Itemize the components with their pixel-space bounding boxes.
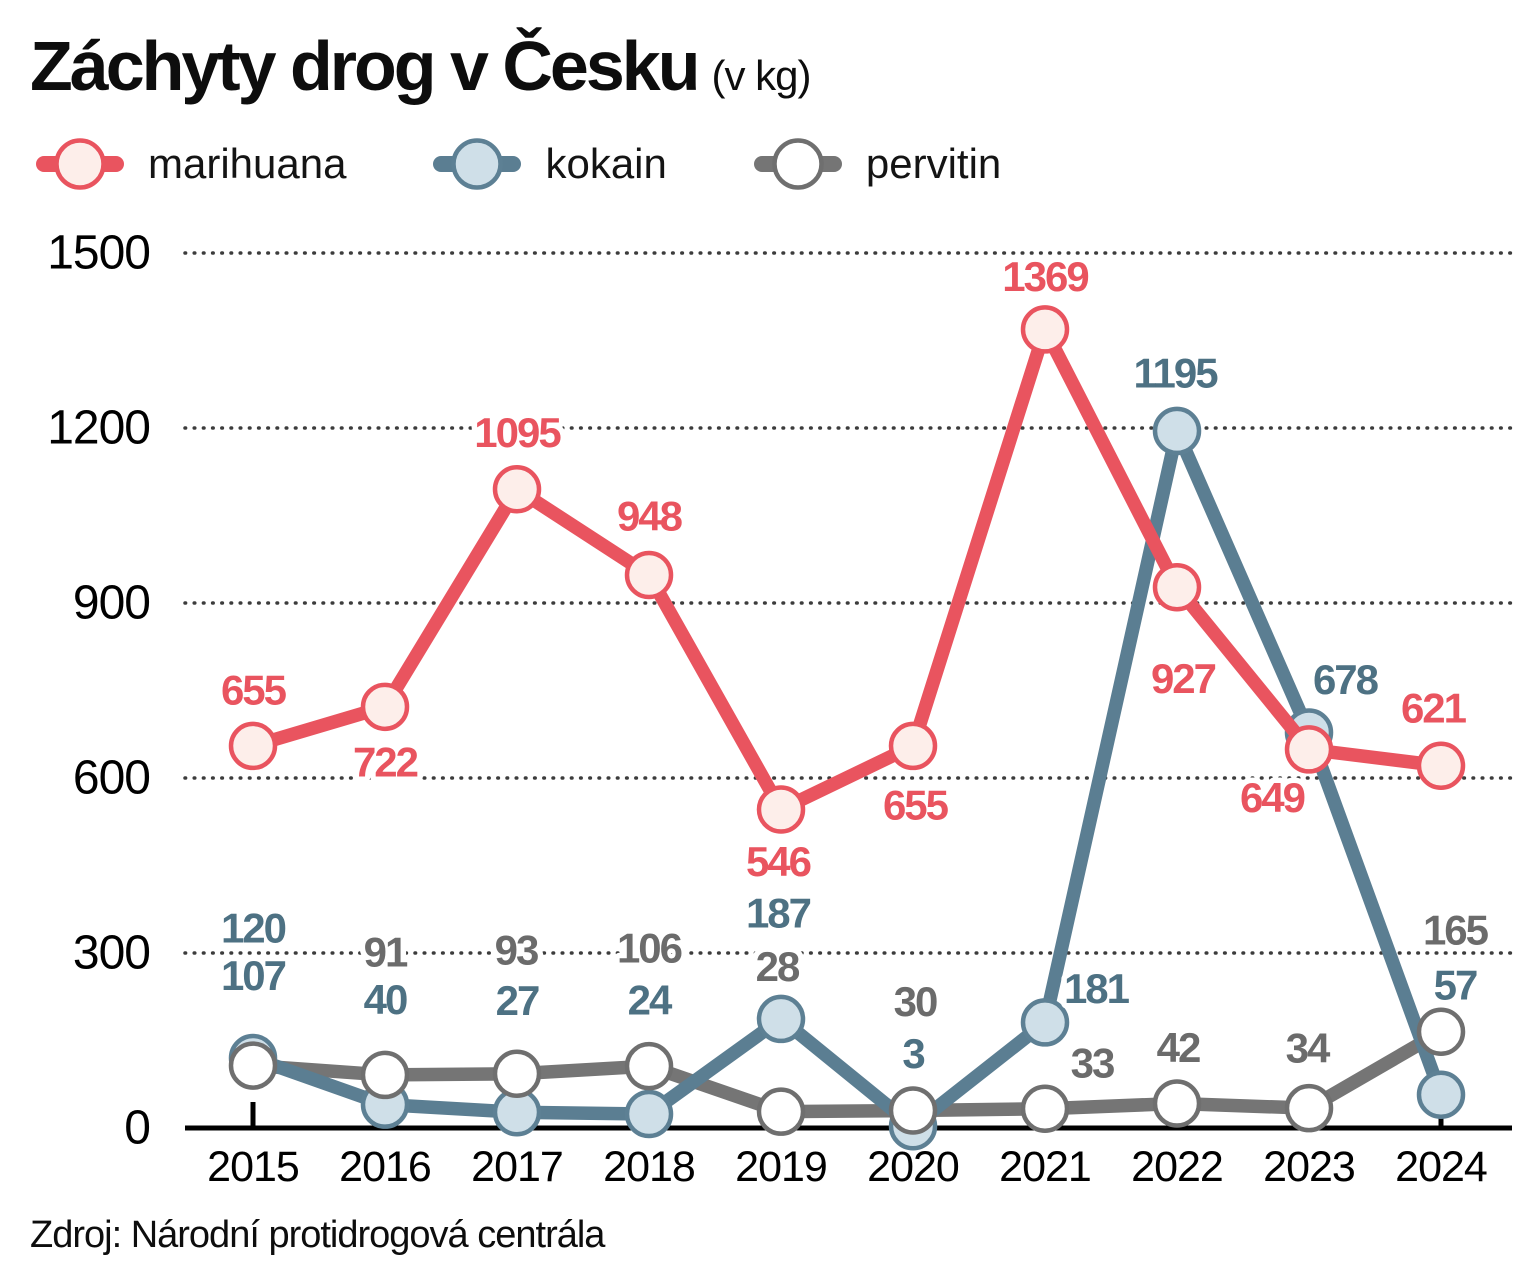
- data-label-marihuana-2016: 722: [353, 738, 418, 785]
- x-tick-label-2024: 2024: [1395, 1143, 1487, 1191]
- kokain-marker-2018: [624, 1089, 674, 1139]
- x-tick-label-2016: 2016: [339, 1143, 431, 1191]
- x-tick-label-2022: 2022: [1131, 1143, 1223, 1191]
- marihuana-marker-2022: [1152, 563, 1202, 612]
- marihuana-legend-circle: [54, 138, 106, 190]
- pervitin-marker-2021: [1020, 1084, 1070, 1133]
- y-tick-label-300: 300: [73, 927, 150, 980]
- data-label-marihuana-2017: 1095: [474, 409, 561, 456]
- legend-item-pervitin: pervitin: [751, 132, 1001, 196]
- x-tick-label-2017: 2017: [471, 1143, 563, 1191]
- data-label-pervitin-2022: 42: [1157, 1024, 1200, 1071]
- data-label-pervitin-2023: 34: [1286, 1025, 1331, 1072]
- x-tick-label-2020: 2020: [867, 1143, 959, 1191]
- data-label-marihuana-2021: 1369: [1002, 253, 1088, 300]
- chart-units: (v kg): [711, 52, 811, 99]
- marihuana-marker-2016: [360, 682, 410, 732]
- y-tick-label-0: 0: [124, 1102, 150, 1155]
- pervitin-marker-2020: [888, 1086, 938, 1135]
- legend-label-marihuana: marihuana: [148, 140, 347, 187]
- x-tick-label-2015: 2015: [207, 1143, 299, 1191]
- data-label-marihuana-2023: 649: [1240, 774, 1305, 821]
- y-tick-label-900: 900: [73, 577, 150, 630]
- y-tick-label-600: 600: [73, 752, 150, 805]
- data-label-kokain-2024: 57: [1434, 961, 1477, 1008]
- pervitin-marker-2019: [756, 1087, 806, 1136]
- data-label-kokain-2020: 3: [902, 1030, 924, 1077]
- data-label-pervitin-2015: 107: [221, 952, 286, 999]
- header: Záchyty drog v Česku (v kg): [30, 26, 811, 106]
- pervitin-legend-circle: [772, 138, 824, 190]
- kokain-line: [250, 424, 1448, 1133]
- pervitin-marker-2016: [360, 1050, 410, 1100]
- chart-title: Záchyty drog v Česku: [30, 27, 700, 105]
- data-label-kokain-2017: 27: [496, 977, 539, 1024]
- kokain-marker-2022: [1152, 406, 1202, 456]
- pervitin-marker-2023: [1284, 1083, 1334, 1133]
- data-label-pervitin-2024: 165: [1423, 906, 1489, 953]
- legend-item-kokain: kokain: [430, 132, 667, 196]
- kokain-legend-circle: [451, 138, 504, 190]
- y-tick-label-1500: 1500: [47, 227, 150, 280]
- marihuana-marker-2017: [492, 465, 542, 514]
- marihuana-marker-2019: [756, 785, 806, 834]
- data-label-pervitin-2020: 30: [894, 978, 937, 1025]
- marihuana-line: [251, 322, 1442, 817]
- data-label-pervitin-2018: 106: [617, 925, 682, 972]
- y-tick-label-1200: 1200: [47, 402, 150, 455]
- marihuana-marker-2024: [1416, 741, 1466, 790]
- data-label-marihuana-2022: 927: [1151, 655, 1216, 702]
- data-label-marihuana-2019: 546: [746, 838, 811, 885]
- marihuana-marker-2023: [1284, 725, 1334, 774]
- data-label-marihuana-2015: 655: [221, 666, 287, 713]
- legend-item-marihuana: marihuana: [33, 132, 346, 196]
- data-label-marihuana-2018: 948: [617, 493, 683, 540]
- data-label-kokain-2022: 1195: [1133, 349, 1218, 396]
- kokain-marker-2019: [756, 994, 806, 1044]
- data-label-pervitin-2021: 33: [1071, 1039, 1114, 1086]
- pervitin-marker-2018: [624, 1041, 674, 1091]
- data-label-kokain-2023: 678: [1313, 656, 1379, 703]
- x-tick-label-2021: 2021: [999, 1143, 1091, 1191]
- legend-label-kokain: kokain: [545, 140, 667, 187]
- marihuana-legend-marker-icon: [36, 138, 124, 190]
- kokain-marker-2024: [1416, 1070, 1466, 1119]
- pervitin-marker-2015: [228, 1041, 278, 1090]
- source-note: Zdroj: Národní protidrogová centrála: [30, 1214, 605, 1256]
- legend-label-pervitin: pervitin: [865, 140, 1002, 187]
- data-label-kokain-2015: 120: [221, 905, 286, 952]
- data-label-kokain-2016: 40: [364, 976, 407, 1023]
- x-tick-label-2019: 2019: [735, 1143, 827, 1191]
- pervitin-marker-2024: [1416, 1007, 1466, 1056]
- marihuana-marker-2015: [228, 721, 278, 771]
- pervitin-marker-2022: [1152, 1079, 1202, 1128]
- kokain-marker-2021: [1020, 998, 1070, 1047]
- marihuana-marker-2020: [888, 721, 938, 771]
- data-label-marihuana-2020: 655: [883, 781, 949, 828]
- data-label-kokain-2021: 181: [1064, 965, 1130, 1012]
- marihuana-marker-2021: [1020, 305, 1070, 354]
- data-label-pervitin-2016: 91: [364, 928, 408, 975]
- marihuana-marker-2018: [624, 550, 674, 600]
- data-label-marihuana-2024: 621: [1401, 684, 1467, 731]
- x-tick-label-2023: 2023: [1263, 1143, 1355, 1191]
- data-label-pervitin-2017: 93: [495, 926, 538, 973]
- legend: marihuana kokain pervitin: [33, 132, 1085, 196]
- pervitin-line: [252, 1025, 1445, 1119]
- data-label-kokain-2018: 24: [628, 977, 673, 1024]
- x-tick-label-2018: 2018: [603, 1143, 695, 1191]
- data-label-kokain-2019: 187: [746, 889, 811, 936]
- pervitin-legend-marker-icon: [753, 138, 842, 190]
- kokain-legend-marker-icon: [433, 138, 522, 190]
- pervitin-marker-2017: [492, 1049, 542, 1098]
- data-label-pervitin-2019: 28: [756, 943, 800, 990]
